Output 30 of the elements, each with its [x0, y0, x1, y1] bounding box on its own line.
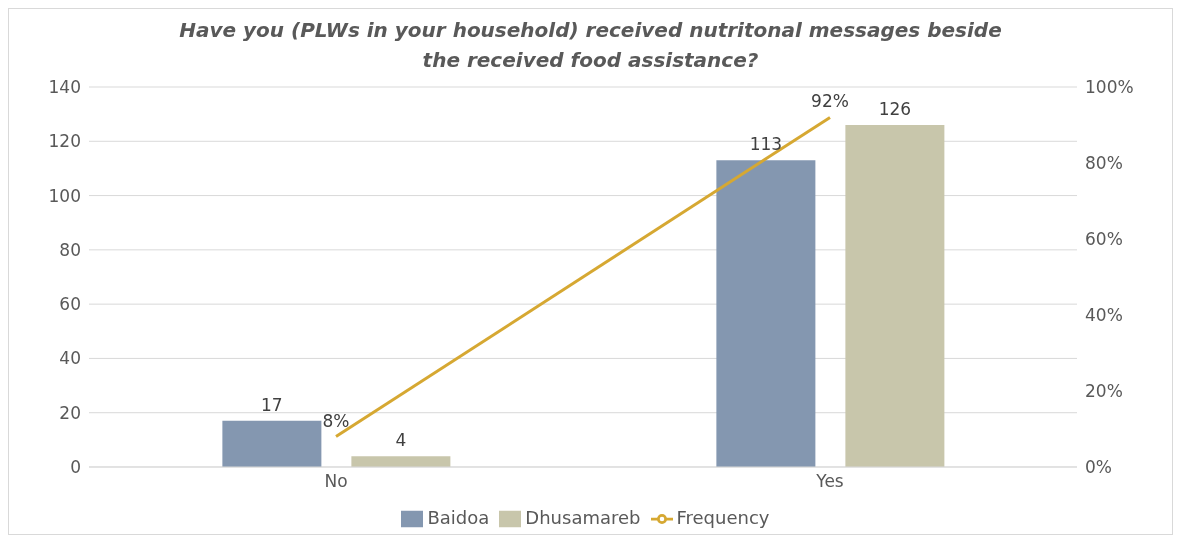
y-tick-label: 120 [48, 131, 81, 152]
y2-tick-label: 100% [1085, 77, 1134, 98]
y2-tick-label: 60% [1085, 229, 1123, 250]
y2-tick-label: 80% [1085, 153, 1123, 174]
y-tick-label: 60 [59, 294, 81, 315]
data-label: 8% [322, 410, 350, 431]
legend-label: Dhusamareb [525, 507, 641, 528]
y-tick-label: 100 [48, 185, 81, 206]
y-tick-label: 0 [70, 457, 81, 478]
data-label: 4 [395, 430, 407, 451]
y-tick-label: 20 [59, 402, 81, 423]
y2-tick-label: 40% [1085, 305, 1123, 326]
y-tick-label: 40 [59, 348, 81, 369]
y2-tick-label: 20% [1085, 381, 1123, 402]
data-label: 17 [261, 394, 283, 415]
y-tick-label: 140 [48, 77, 81, 98]
bar [351, 456, 451, 467]
x-tick-label: Yes [815, 471, 844, 492]
chart-title: Have you (PLWs in your household) received nutritonal messages beside the received food assistance? [178, 17, 1003, 74]
data-label: 126 [878, 99, 912, 119]
bar [845, 125, 945, 467]
data-label: 113 [749, 134, 783, 155]
y2-tick-label: 0% [1085, 457, 1112, 478]
x-tick-label: No [324, 471, 348, 492]
legend-label: Baidoa [427, 507, 490, 528]
legend-label: Frequency [676, 507, 770, 528]
data-label: 92% [811, 91, 849, 112]
bar [716, 160, 816, 467]
y-tick-label: 80 [59, 239, 81, 260]
bar [222, 420, 322, 467]
